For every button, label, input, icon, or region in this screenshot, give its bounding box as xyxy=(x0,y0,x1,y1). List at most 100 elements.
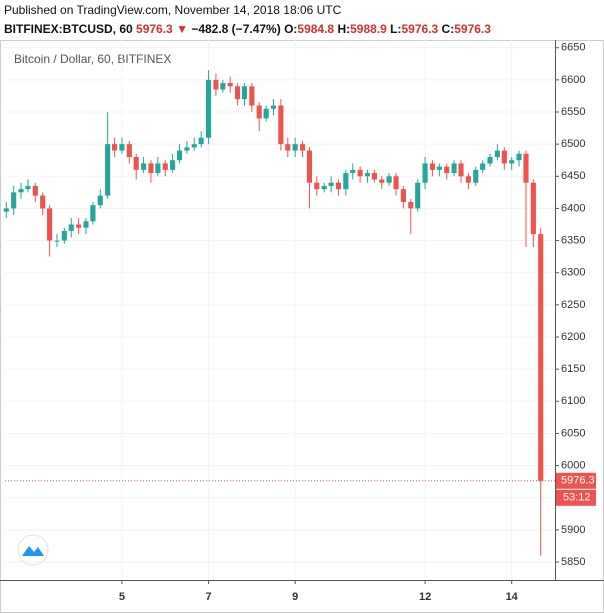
candle-body xyxy=(408,202,414,209)
candle-body xyxy=(40,195,46,209)
candle-body xyxy=(429,163,436,170)
chart-frame xyxy=(0,40,604,613)
y-tick-label: 6450 xyxy=(561,170,585,182)
candle-body xyxy=(487,157,493,164)
x-tick-label: 9 xyxy=(292,591,298,603)
candle-body xyxy=(18,189,24,193)
candle-body xyxy=(321,185,327,190)
ohlc-value: 5988.9 xyxy=(350,22,387,36)
candle-body xyxy=(335,182,342,190)
candle-body xyxy=(400,189,407,202)
countdown-box xyxy=(556,489,596,506)
x-tick-label: 7 xyxy=(205,591,211,603)
last-value: 5976.3 xyxy=(136,22,173,36)
candle-body xyxy=(47,208,53,241)
candle-body xyxy=(501,150,507,164)
y-tick-label: 6350 xyxy=(561,234,585,246)
candle-body xyxy=(314,182,320,190)
candle-body xyxy=(256,105,262,119)
candle-body xyxy=(393,176,399,190)
candle-body xyxy=(119,144,125,151)
candle-body xyxy=(90,205,96,222)
y-tick-label: 6000 xyxy=(561,459,585,471)
y-tick-label: 6500 xyxy=(561,138,585,150)
candle-body xyxy=(198,137,204,145)
candle-body xyxy=(25,185,31,190)
candle-body xyxy=(328,182,334,186)
symbol: BITFINEX:BTCUSD, 60 xyxy=(4,22,133,36)
last-price-box xyxy=(556,472,596,489)
y-tick-label: 6150 xyxy=(561,363,585,375)
candle-body xyxy=(415,182,421,209)
ohlc-label: C: xyxy=(441,22,455,36)
y-tick-label: 6400 xyxy=(561,202,585,214)
countdown-label: 53:12 xyxy=(563,492,591,504)
candle-body xyxy=(3,208,9,212)
candle-body xyxy=(170,160,176,170)
ohlc-value: 5976.3 xyxy=(401,22,439,36)
ohlc-value: 5976.3 xyxy=(454,22,491,36)
candle-body xyxy=(509,160,515,164)
candle-body xyxy=(105,144,111,196)
chart: Bitcoin / Dollar, 60, BITFINEX 5850 5900 5… xyxy=(0,40,604,613)
candle-body xyxy=(249,86,255,106)
ohlc-l: L:5976.3 xyxy=(390,22,438,36)
y-tick-label: 6300 xyxy=(561,267,585,279)
candle-body xyxy=(191,144,197,148)
candle-body xyxy=(285,144,291,151)
symbol-line: BITFINEX:BTCUSD, 60 5976.3 ▼ −482.8 (−7.… xyxy=(4,22,491,36)
candle-body xyxy=(32,185,38,196)
x-tick-label: 5 xyxy=(119,591,125,603)
y-tick-label: 5900 xyxy=(561,524,585,536)
candle-body xyxy=(379,179,385,183)
ohlc-label: L: xyxy=(390,22,402,36)
candle-body xyxy=(516,153,522,161)
candle-body xyxy=(97,195,103,206)
candle-body xyxy=(458,163,464,177)
candle-body xyxy=(241,86,248,100)
candle-body xyxy=(386,176,392,183)
candle-body xyxy=(436,166,442,170)
last-price-label: 5976.3 xyxy=(561,475,595,487)
candle-body xyxy=(422,163,428,183)
candle-body xyxy=(141,163,147,170)
candle-body xyxy=(523,153,529,183)
candle-body xyxy=(357,169,363,177)
candle-body xyxy=(133,157,139,170)
logo-circle xyxy=(17,534,49,566)
grid xyxy=(5,40,555,580)
x-tick-label: 14 xyxy=(506,591,519,603)
candle-body xyxy=(234,86,241,100)
candle-body xyxy=(530,182,536,235)
y-tick-label: 6650 xyxy=(561,42,585,54)
candle-body xyxy=(205,79,212,138)
candle-body xyxy=(83,221,89,228)
ohlc-label: O: xyxy=(284,22,298,36)
candle-body xyxy=(176,150,183,161)
candle-body xyxy=(343,173,349,190)
candle-body xyxy=(184,147,190,151)
candle-body xyxy=(61,230,67,241)
candle-body xyxy=(451,163,457,174)
ohlc-value: 5984.8 xyxy=(297,22,335,36)
ohlc-label: H: xyxy=(337,22,351,36)
candle-body xyxy=(292,144,298,151)
candle-body xyxy=(444,166,450,174)
candle-body xyxy=(480,163,486,170)
candle-body xyxy=(227,83,233,87)
chart-title: Bitcoin / Dollar, 60, BITFINEX xyxy=(14,52,171,66)
candle-body xyxy=(111,144,118,151)
candle-body xyxy=(68,224,74,231)
candle-body xyxy=(538,234,544,481)
candle-body xyxy=(371,173,377,180)
candle-body xyxy=(364,173,371,177)
ohlc-c: C:5976.3 xyxy=(442,22,491,36)
candle-body xyxy=(278,105,284,145)
y-tick-label: 6600 xyxy=(561,74,585,86)
change-arrow: ▼ xyxy=(176,22,188,36)
ohlc-o: O:5984.8 xyxy=(284,22,334,36)
logo xyxy=(17,534,49,566)
y-tick-label: 6550 xyxy=(561,106,585,118)
